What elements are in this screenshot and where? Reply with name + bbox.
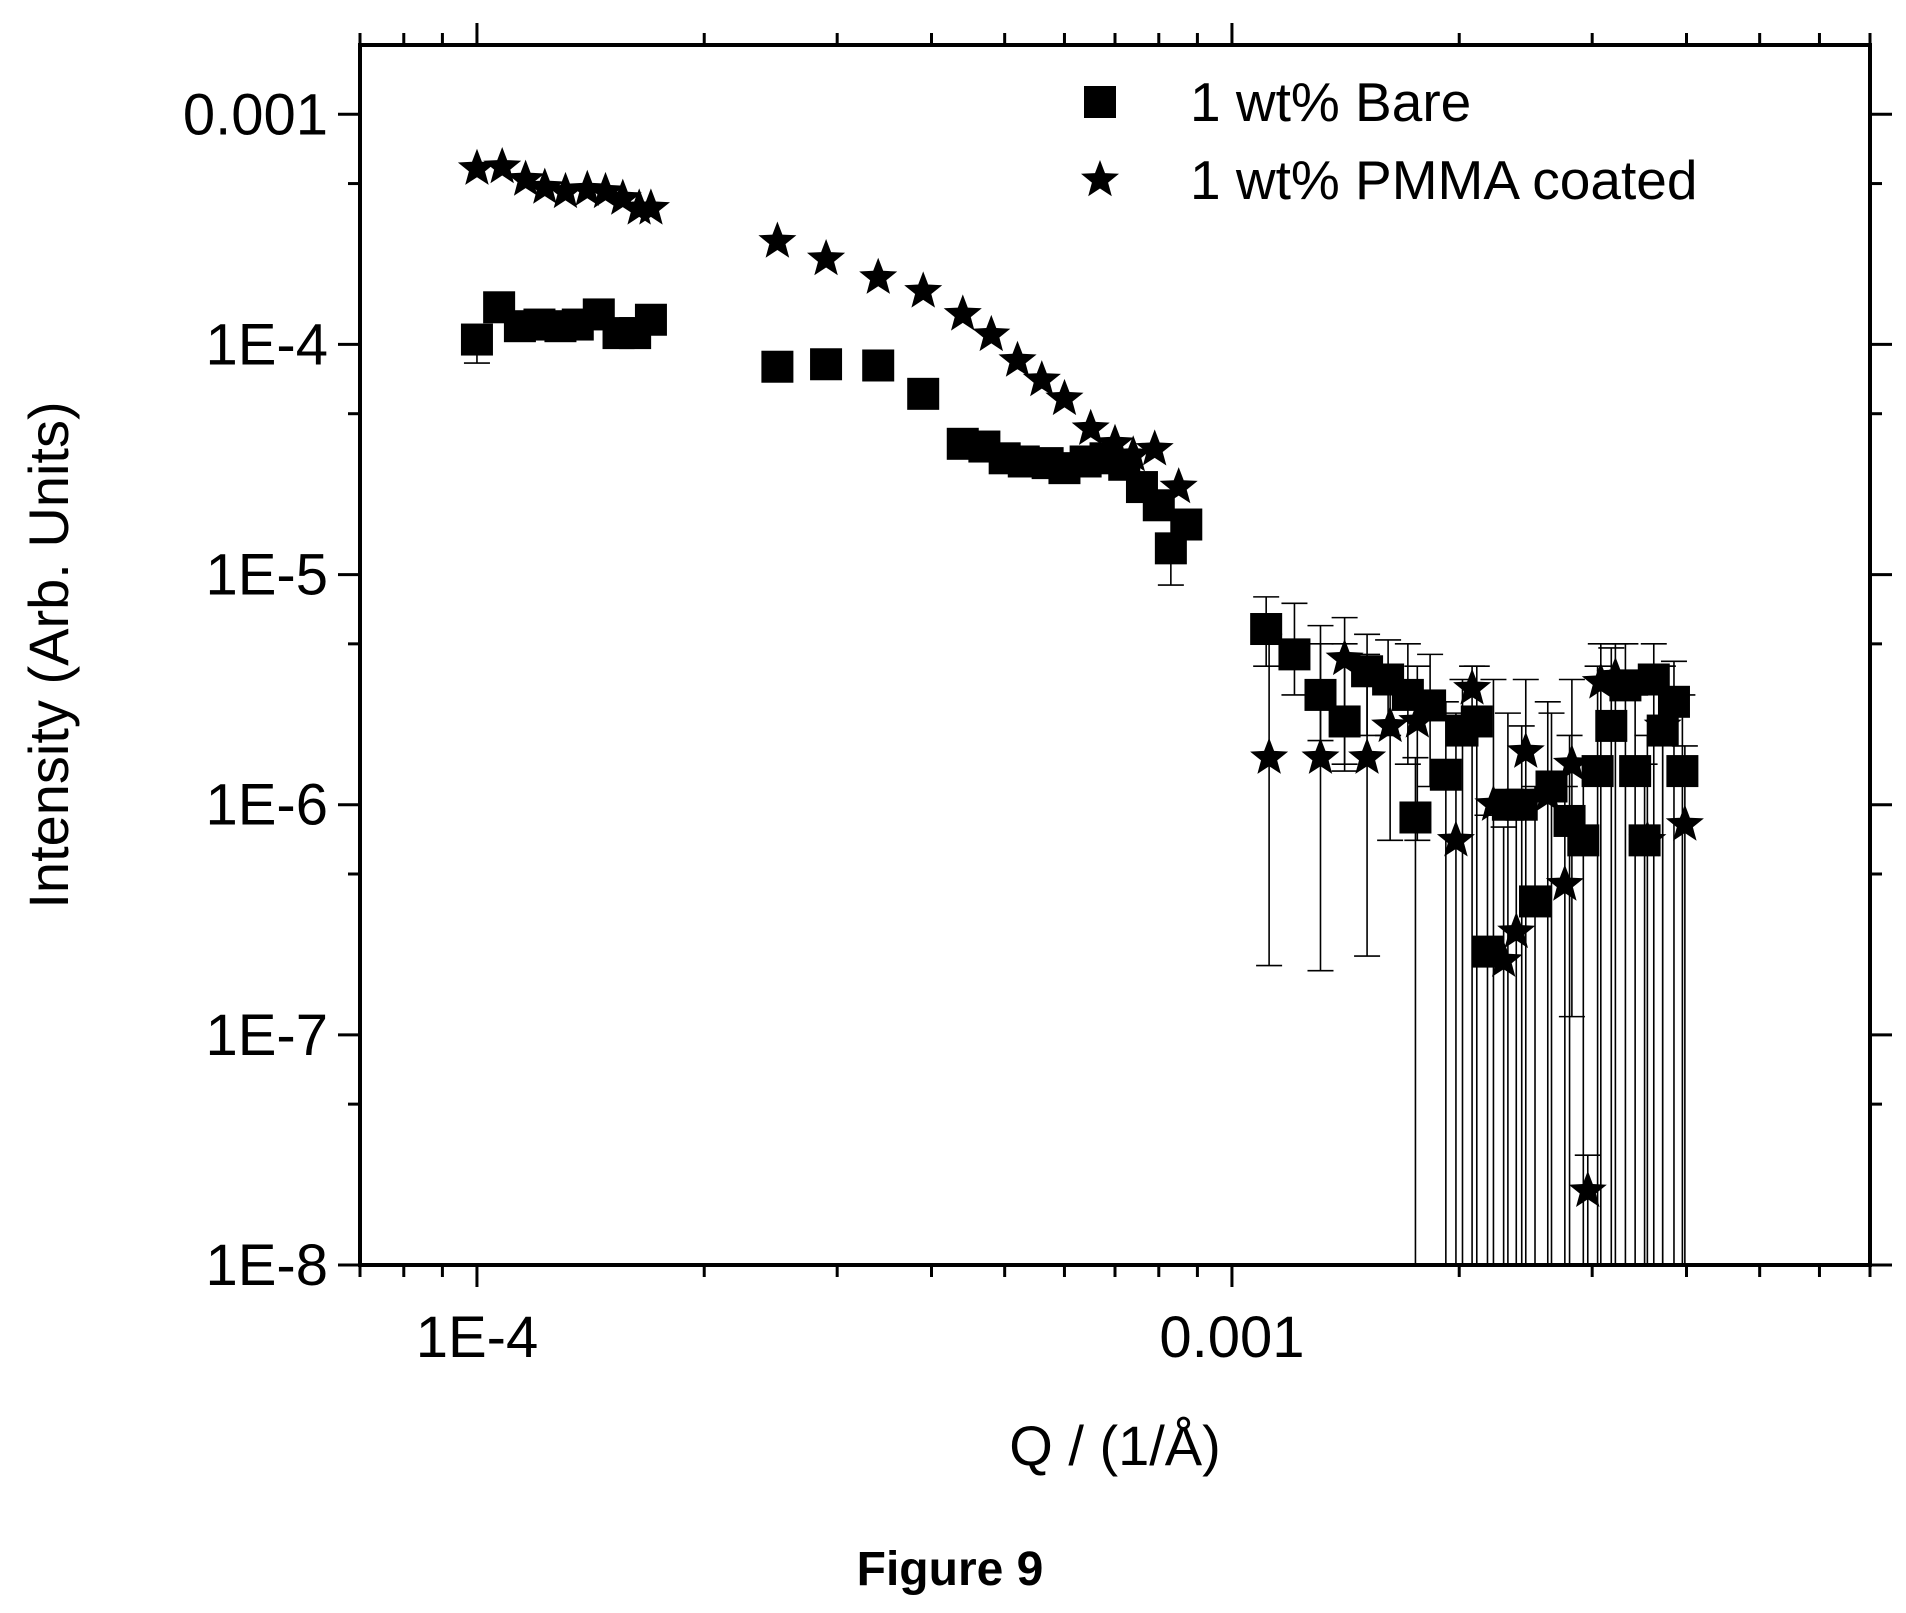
legend: 1 wt% Bare 1 wt% PMMA coated <box>1081 71 1697 211</box>
pmma-data-point <box>586 171 625 209</box>
pmma-data-point <box>1096 423 1134 460</box>
pmma-data-point <box>998 340 1037 377</box>
pmma-data-point <box>904 271 943 308</box>
pmma-data-point <box>1665 804 1704 841</box>
pmma-data-point <box>1453 668 1492 705</box>
y-tick-label: 0.001 <box>183 82 328 147</box>
axis-ticks <box>338 23 1892 1287</box>
y-tick-label: 1E-6 <box>205 773 328 838</box>
pmma-data-point <box>1581 662 1620 699</box>
bare-data-point <box>810 348 843 381</box>
plot-frame <box>358 43 1872 1267</box>
pmma-data-point <box>1114 435 1153 472</box>
bare-data-point <box>1519 885 1552 918</box>
pmma-data-point <box>457 148 496 185</box>
pmma-data-point <box>1250 737 1289 774</box>
pmma-data-point <box>943 294 982 331</box>
pmma-data-point <box>1474 784 1513 821</box>
pmma-data-point <box>1325 638 1364 676</box>
pmma-data-point <box>1497 911 1536 949</box>
pmma-data-point <box>1135 429 1174 466</box>
bare-data-point <box>1328 705 1361 738</box>
figure-caption: Figure 9 <box>857 1543 1044 1596</box>
pmma-data-point <box>506 159 545 196</box>
bare-data-point <box>1429 758 1462 791</box>
pmma-data-point <box>1552 744 1591 781</box>
legend-square-marker <box>1084 86 1116 118</box>
pmma-data-point <box>1348 737 1387 774</box>
pmma-data-point <box>1159 467 1198 504</box>
y-tick-label: 1E-4 <box>205 312 328 377</box>
pmma-data-point <box>568 169 607 206</box>
bare-data-point <box>1460 705 1493 738</box>
x-axis-title: Q / (1/Å) <box>1009 1414 1221 1477</box>
pmma-data-point <box>1545 864 1584 901</box>
bare-data-point <box>862 349 895 382</box>
pmma-data-point <box>859 257 898 294</box>
pmma-data-point <box>1596 656 1635 693</box>
pmma-data-point <box>1371 705 1410 743</box>
x-tick-label: 0.001 <box>1159 1305 1304 1370</box>
pmma-data-point <box>603 178 642 215</box>
y-tick-label: 1E-8 <box>205 1233 328 1298</box>
y-tick-label: 1E-5 <box>205 543 328 608</box>
pmma-data-point <box>807 239 846 276</box>
pmma-data-point <box>483 147 522 184</box>
y-tick-label: 1E-7 <box>205 1003 328 1068</box>
pmma-data-point <box>1528 775 1567 812</box>
pmma-data-point <box>1301 737 1340 774</box>
bare-data-point <box>1567 824 1600 857</box>
data-markers <box>457 147 1704 1207</box>
pmma-data-point <box>1022 360 1061 397</box>
pmma-data-point <box>1071 408 1110 445</box>
bare-data-point <box>1595 709 1628 742</box>
pmma-data-point <box>1484 940 1523 977</box>
bare-data-point <box>907 377 940 410</box>
pmma-data-point <box>1398 701 1437 738</box>
bare-data-point <box>1399 801 1432 834</box>
bare-data-point <box>1666 755 1699 788</box>
legend-label: 1 wt% PMMA coated <box>1190 149 1697 211</box>
bare-data-point <box>634 303 667 336</box>
pmma-data-point <box>1643 705 1682 743</box>
bare-data-point <box>761 350 794 383</box>
pmma-data-point <box>1436 820 1475 857</box>
pmma-data-point <box>546 171 585 209</box>
legend-star-marker <box>1081 160 1119 197</box>
legend-label: 1 wt% Bare <box>1190 71 1471 133</box>
pmma-data-point <box>1628 820 1667 857</box>
pmma-data-point <box>525 167 564 204</box>
tick-labels: 1E-4 0.001 0.001 1E-4 1E-5 1E-6 1E-7 1E-8 <box>183 82 1305 1370</box>
bare-data-point <box>1619 755 1652 788</box>
bare-data-point <box>1170 508 1203 541</box>
pmma-data-point <box>1506 731 1545 768</box>
pmma-data-point <box>758 221 797 258</box>
bare-data-point <box>1278 638 1311 671</box>
pmma-data-point <box>1568 1170 1607 1207</box>
bare-data-point <box>1505 788 1538 821</box>
pmma-data-point <box>1045 378 1084 416</box>
bare-data-point <box>460 323 493 356</box>
pmma-data-point <box>631 188 670 225</box>
bare-data-point <box>1250 613 1283 646</box>
pmma-data-point <box>972 314 1011 352</box>
y-axis-title: Intensity (Arb. Units) <box>17 401 80 908</box>
x-tick-label: 1E-4 <box>416 1305 539 1370</box>
